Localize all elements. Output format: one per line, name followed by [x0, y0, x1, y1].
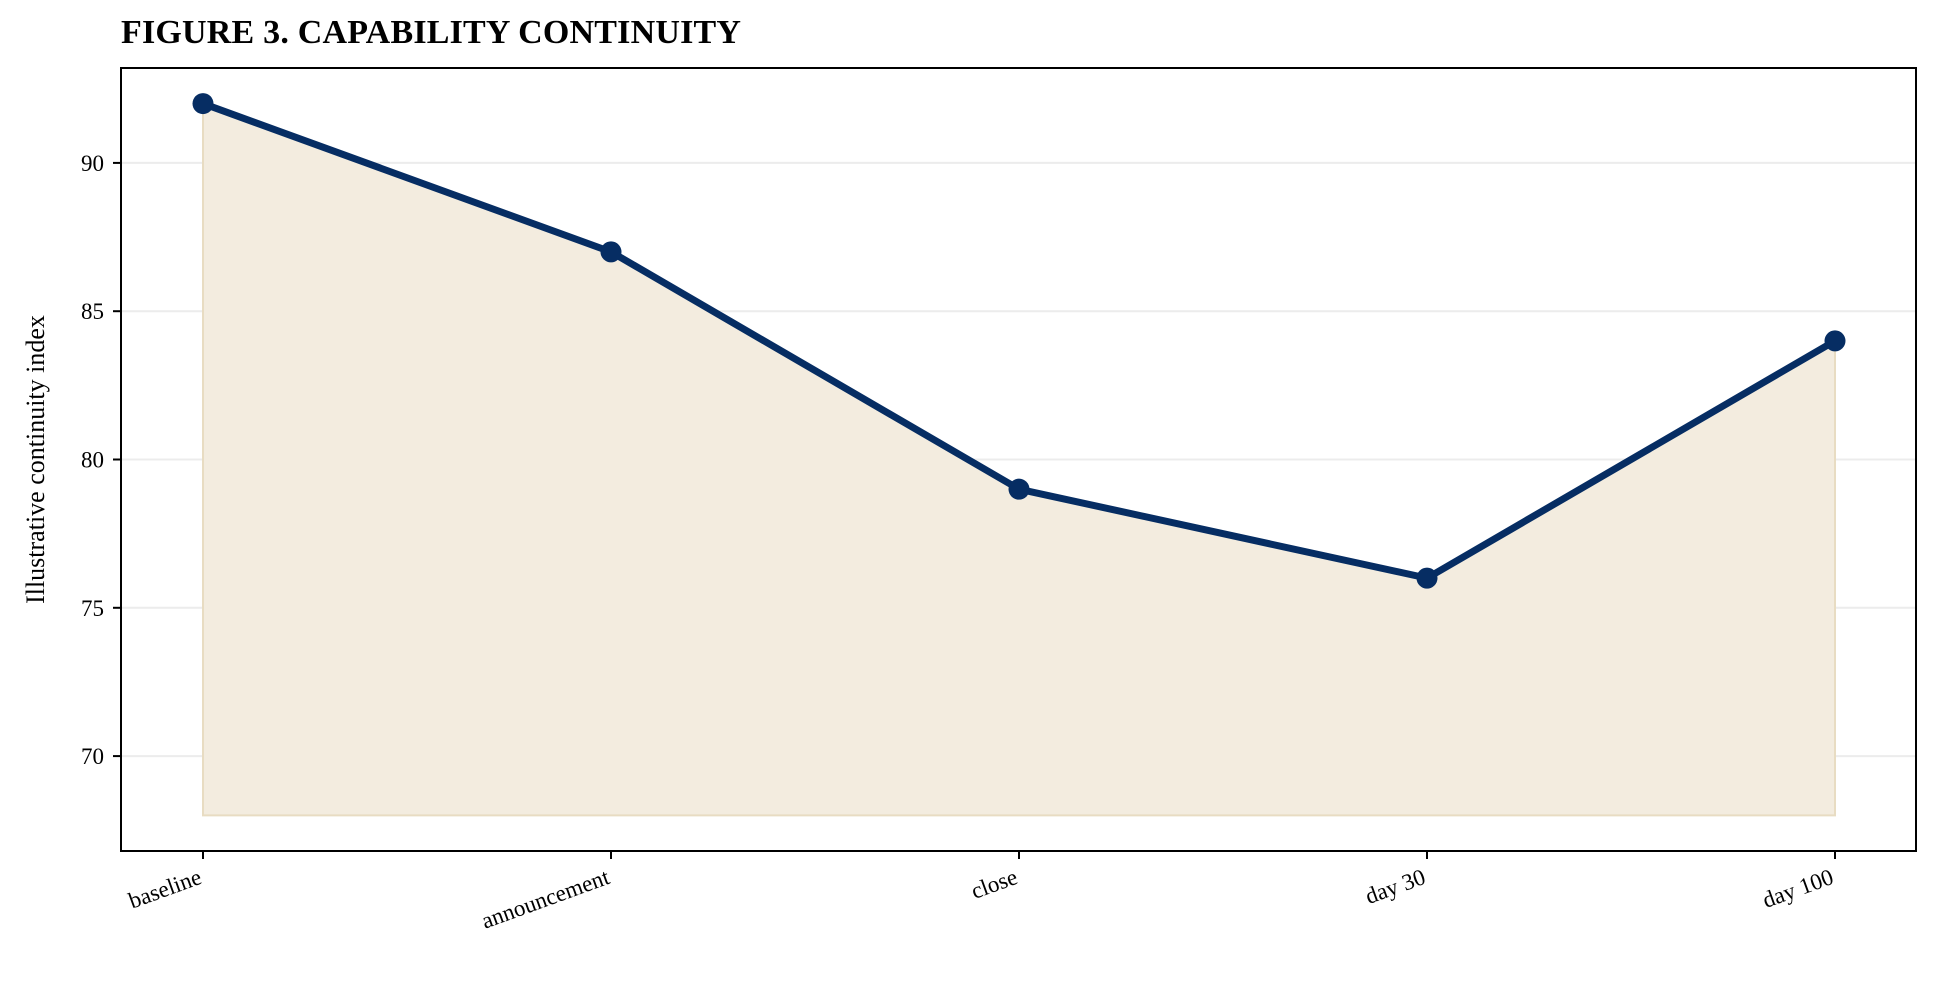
x-tick-label: baseline [125, 864, 204, 913]
y-axis-ticks: 70 75 80 85 90 [81, 151, 121, 769]
y-tick-label: 85 [81, 299, 104, 324]
data-point [1416, 567, 1438, 589]
data-point [1008, 478, 1030, 500]
chart-title: FIGURE 3. CAPABILITY CONTINUITY [121, 14, 742, 51]
y-tick-label: 70 [81, 744, 104, 769]
x-axis-ticks: baseline announcement close day 30 day 100 [125, 851, 1837, 934]
data-point [600, 241, 622, 263]
x-tick-label: day 100 [1759, 864, 1837, 913]
data-points [192, 93, 1846, 589]
y-tick-label: 75 [81, 596, 104, 621]
data-point [192, 93, 214, 115]
y-tick-label: 90 [81, 151, 104, 176]
x-tick-label: close [968, 864, 1021, 904]
y-axis-label: Illustrative continuity index [21, 315, 50, 604]
x-tick-label: announcement [478, 864, 613, 934]
y-tick-label: 80 [81, 448, 104, 473]
data-point [1824, 330, 1846, 352]
x-tick-label: day 30 [1362, 864, 1429, 909]
